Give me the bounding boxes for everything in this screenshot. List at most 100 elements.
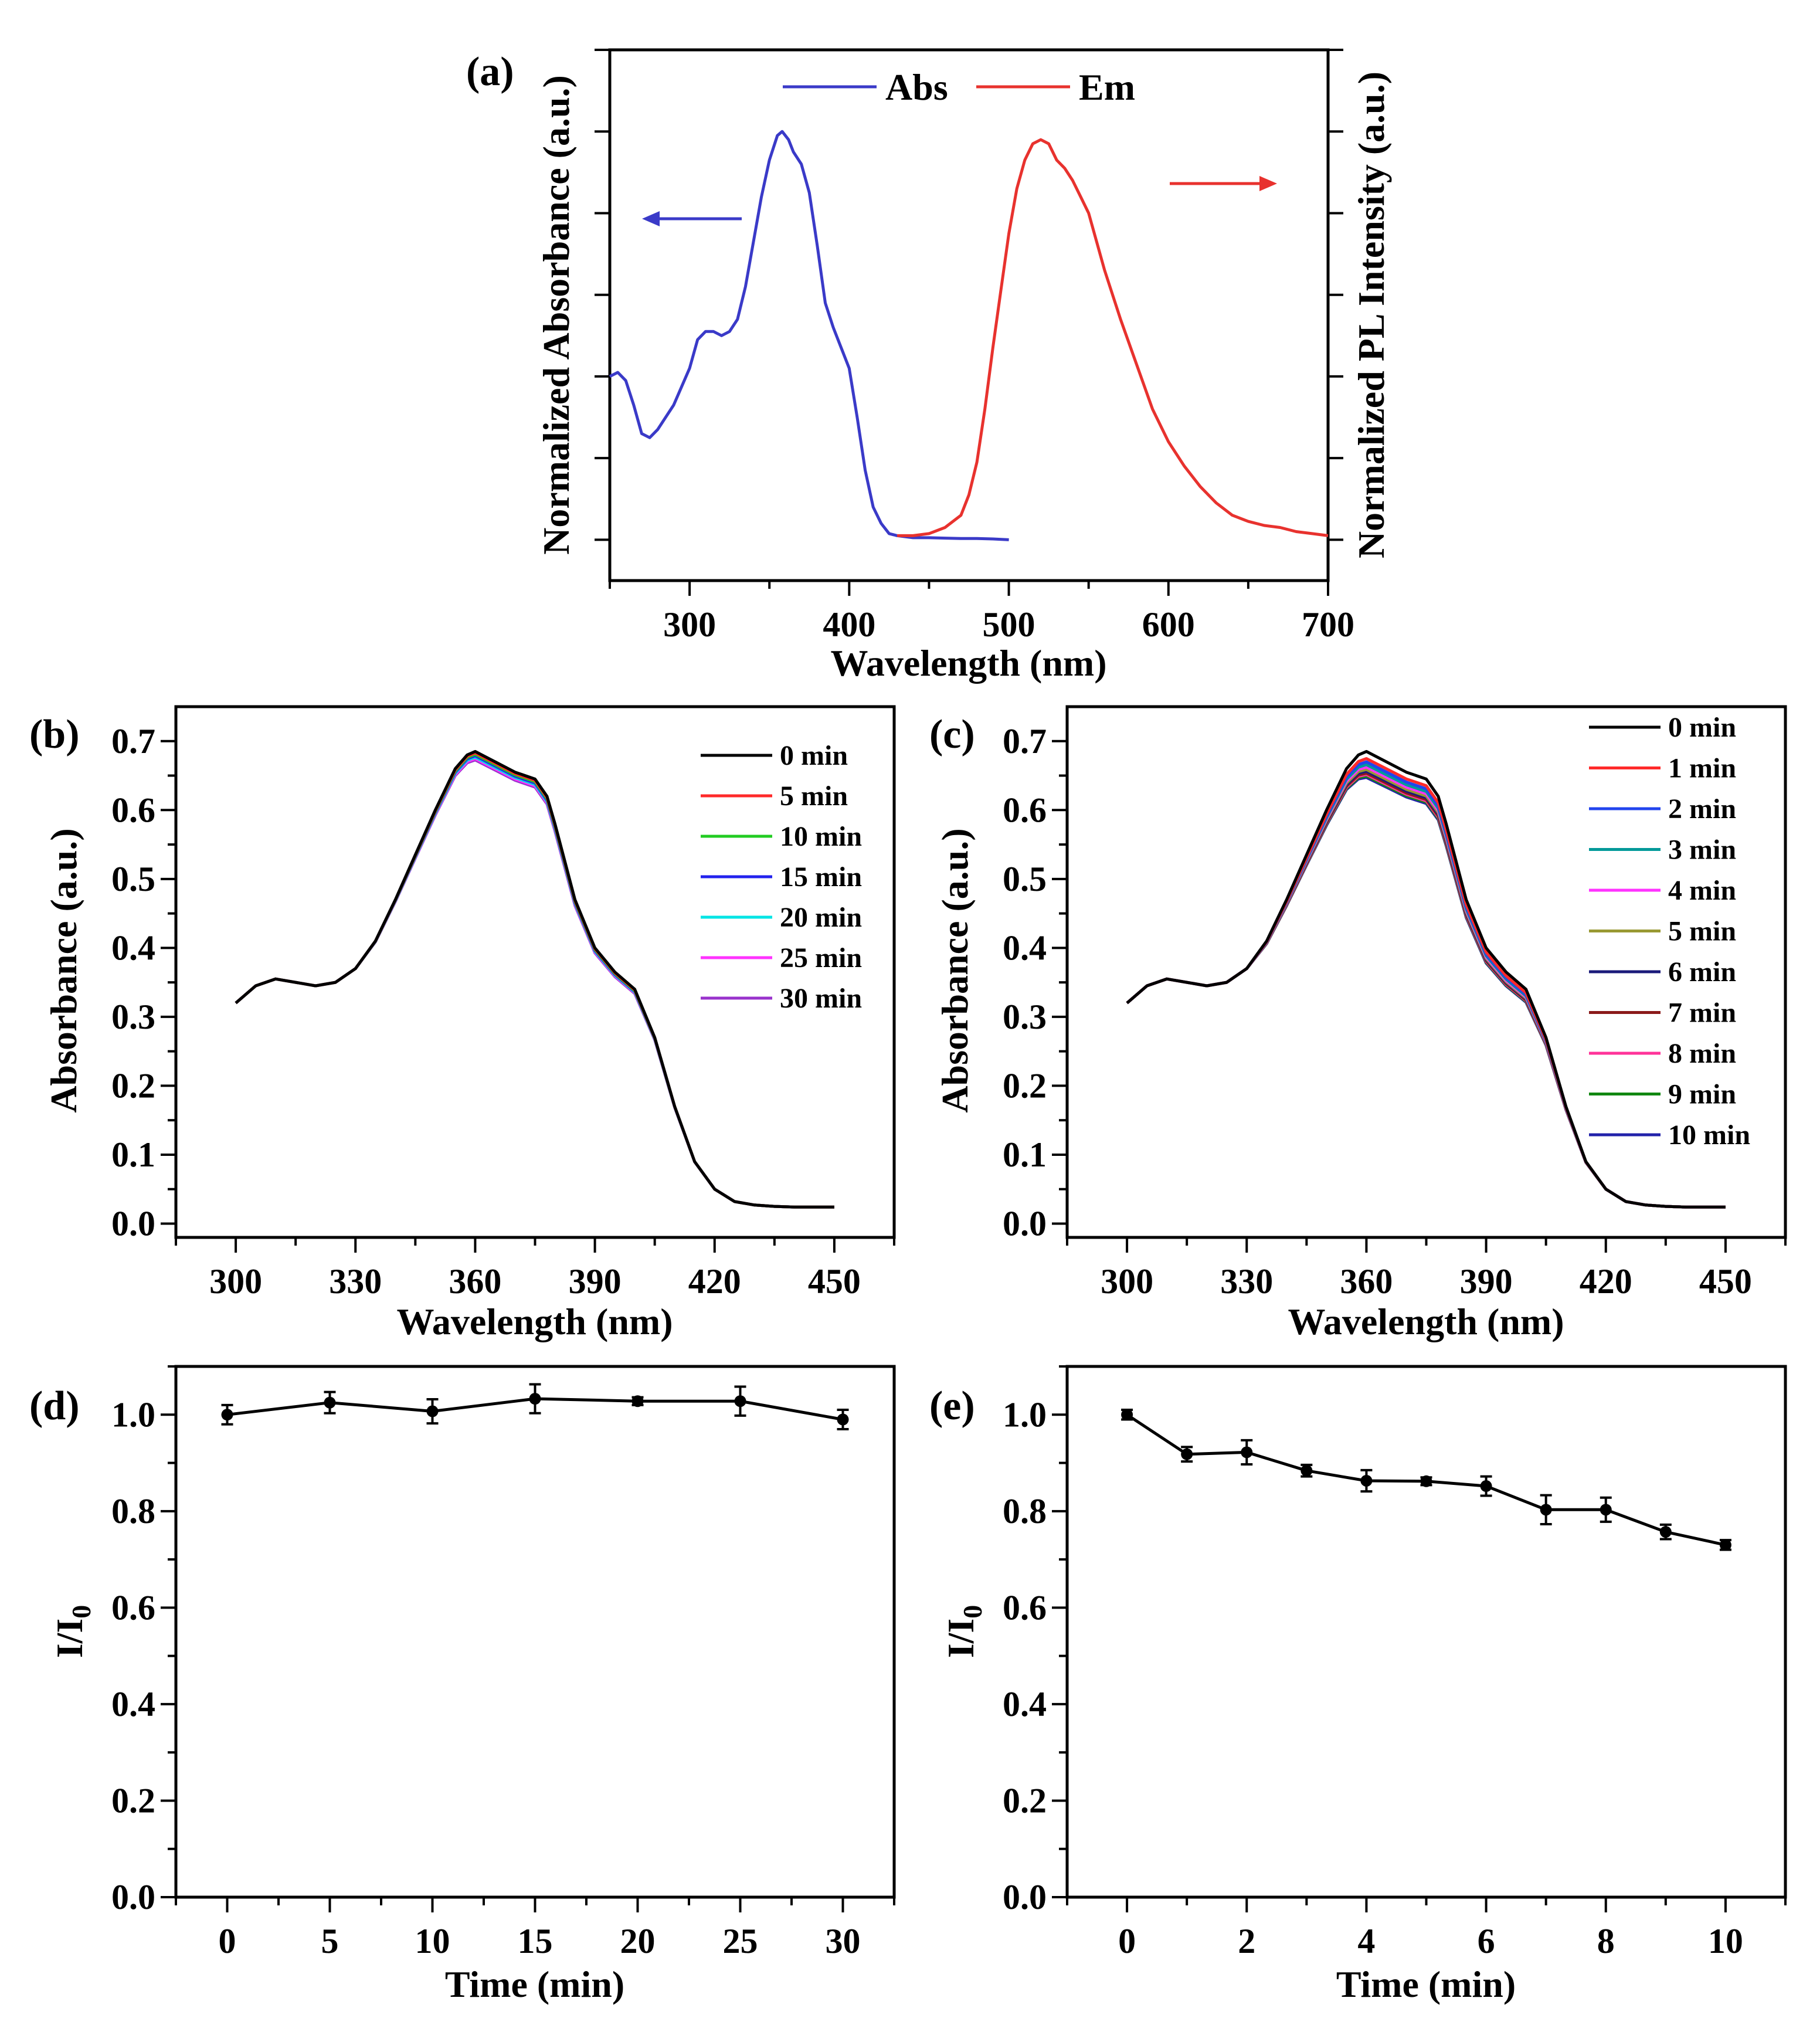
panel-b-xlabel: Wavelength (nm) [396, 1301, 673, 1342]
legend-0-min-label: 0 min [780, 740, 848, 771]
panel-b: (b) 300 330 360 390 420 450 0.0 0.1 0.2 0.3 0.4 0.5… [29, 705, 896, 1342]
panel-b-xtick-label: 330 [329, 1262, 382, 1301]
legend-30-min-label: 30 min [780, 983, 862, 1014]
panel-c-xtick-label: 360 [1340, 1262, 1393, 1301]
panel-b-ytick-label: 0.0 [111, 1204, 155, 1243]
panel-c-ytick-label: 0.5 [1003, 860, 1047, 898]
legend-abs-label: Abs [885, 66, 948, 108]
panel-a-plot-frame [608, 48, 1330, 582]
panel-c-xtick-label: 420 [1580, 1262, 1632, 1301]
legend-3-min-label: 3 min [1668, 835, 1736, 866]
panel-e-xtick-label: 10 [1708, 1922, 1743, 1960]
panel-a-label: (a) [466, 49, 514, 94]
panel-e-data-point [1181, 1448, 1193, 1460]
panel-e-xtick-label: 6 [1478, 1922, 1495, 1960]
panel-b-xtick-label: 390 [569, 1262, 622, 1301]
panel-d-plot-frame [174, 1365, 896, 1899]
panel-b-ytick-label: 0.2 [111, 1066, 155, 1105]
panel-e-data-point [1659, 1526, 1672, 1538]
panel-e-data-point [1121, 1409, 1133, 1421]
panel-d-ylabel-sub: 0 [66, 1605, 96, 1619]
panel-e-xtick-label: 8 [1597, 1922, 1615, 1960]
panel-e-label: (e) [929, 1383, 975, 1429]
legend-20-min-label: 20 min [780, 902, 862, 933]
panel-e-ytick-label: 0.6 [1003, 1588, 1047, 1627]
legend-5-min-label: 5 min [1668, 916, 1736, 947]
series-4-min-line [1126, 765, 1726, 1209]
panel-d-data-point [221, 1409, 233, 1421]
legend-9-min-label: 9 min [1668, 1079, 1736, 1110]
panel-a-xtick-label: 700 [1302, 605, 1354, 644]
legend-5-min-label: 5 min [780, 781, 848, 812]
panel-d-xlabel: Time (min) [445, 1963, 624, 2005]
panel-d-xtick-label: 30 [826, 1922, 861, 1960]
panel-d: (d) 0 5 10 15 20 25 30 0.0 0.2 0.4 0.6 0.8 1.0 Time … [29, 1365, 896, 2005]
panel-e-xlabel: Time (min) [1336, 1963, 1516, 2005]
legend-15-min-label: 15 min [780, 861, 862, 893]
panel-d-xtick-label: 20 [620, 1922, 656, 1960]
panel-e-ylabel-sub: 0 [957, 1605, 987, 1619]
panel-d-ytick-label: 0.8 [111, 1492, 155, 1531]
panel-e-ylabel: I/I0 [940, 1605, 987, 1658]
panel-e-ytick-label: 0.2 [1003, 1781, 1047, 1820]
panel-d-data-point [837, 1413, 849, 1426]
panel-b-ytick-label: 0.3 [111, 998, 155, 1036]
series-abs-line [609, 130, 1009, 541]
panel-c-ylabel: Absorbance (a.u.) [934, 828, 976, 1112]
series-5-min-line [235, 751, 834, 1209]
series-em-line [897, 138, 1329, 537]
legend-25-min-label: 25 min [780, 942, 862, 974]
panel-e-data-point [1480, 1480, 1492, 1493]
panel-a: (a) 300 400 500 600 700 Wavelength (nm) Norm… [466, 48, 1392, 684]
panel-d-data-point [324, 1396, 336, 1409]
legend-1-min-label: 1 min [1668, 753, 1736, 784]
panel-b-label: (b) [29, 712, 80, 757]
panel-e-ytick-label: 0.4 [1003, 1685, 1047, 1724]
panel-e-ytick-label: 0.0 [1003, 1878, 1047, 1917]
series-10-min-line [1126, 776, 1726, 1209]
panel-b-ylabel: Absorbance (a.u.) [43, 828, 84, 1112]
panel-e: (e) 0 2 4 6 8 10 0.0 0.2 0.4 0.6 0.8 1.0 Time (min)… [929, 1365, 1787, 2005]
panel-d-data-point [631, 1395, 644, 1407]
panel-e-data-point [1600, 1504, 1612, 1516]
panel-c-ytick-label: 0.3 [1003, 998, 1047, 1036]
panel-d-ylabel: I/I0 [49, 1605, 96, 1658]
legend-0-min-label: 0 min [1668, 712, 1736, 743]
panel-d-data-point [529, 1393, 541, 1405]
series-7-min-line [1126, 771, 1726, 1209]
panel-b-xtick-label: 420 [688, 1262, 741, 1301]
panel-d-ylabel-main: I/I [49, 1619, 90, 1658]
panel-e-xtick-label: 2 [1238, 1922, 1255, 1960]
panel-a-xtick-label: 500 [983, 605, 1035, 644]
panel-b-ytick-label: 0.5 [111, 860, 155, 898]
panel-e-data-point [1719, 1539, 1731, 1551]
panel-e-data-point [1241, 1446, 1253, 1458]
panel-e-ytick-label: 0.8 [1003, 1492, 1047, 1531]
panel-d-xtick-label: 10 [415, 1922, 450, 1960]
panel-a-xtick-label: 300 [663, 605, 716, 644]
panel-a-xtick-label: 600 [1142, 605, 1195, 644]
panel-e-xtick-label: 4 [1357, 1922, 1375, 1960]
panel-d-data-point [734, 1395, 746, 1407]
panel-c-ytick-label: 0.1 [1003, 1135, 1047, 1174]
panel-c-ytick-label: 0.6 [1003, 791, 1047, 829]
series-9-min-line [1126, 774, 1726, 1209]
series-10-min-line [235, 752, 834, 1209]
legend-2-min-label: 2 min [1668, 793, 1736, 825]
panel-c-ytick-label: 0.4 [1003, 928, 1047, 967]
panel-d-ytick-label: 0.6 [111, 1588, 155, 1627]
series-0-min-line [1126, 749, 1726, 1209]
panel-d-ytick-label: 0.4 [111, 1685, 155, 1724]
panel-d-data-point [426, 1405, 439, 1417]
panel-d-xtick-label: 0 [219, 1922, 236, 1960]
panel-c-xtick-label: 300 [1101, 1262, 1153, 1301]
panel-a-ylabel-left: Normalized Absorbance (a.u.) [535, 75, 577, 555]
panel-e-data-point [1301, 1464, 1313, 1477]
panel-d-label: (d) [29, 1383, 80, 1429]
panel-d-ytick-label: 1.0 [111, 1395, 155, 1434]
panel-c-xtick-label: 390 [1460, 1262, 1513, 1301]
series-0-min-line [235, 749, 834, 1209]
panel-d-ytick-label: 0.2 [111, 1781, 155, 1820]
legend-10-min-label: 10 min [780, 821, 862, 852]
panel-e-data-point [1420, 1475, 1432, 1487]
